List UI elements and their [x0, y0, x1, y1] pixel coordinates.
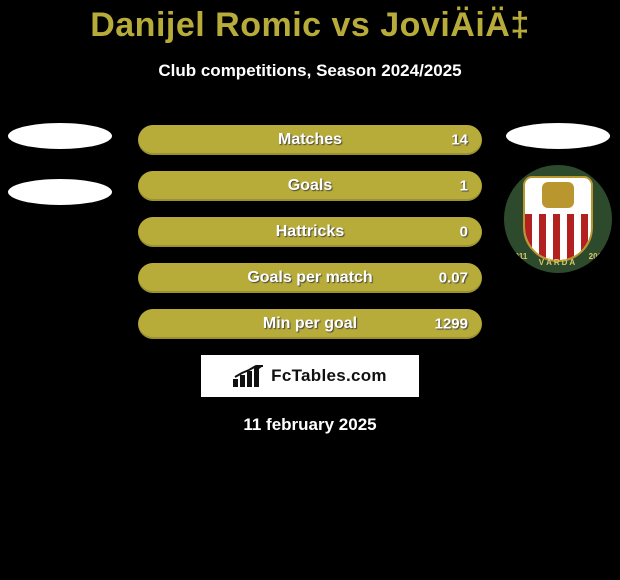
fctables-logo-text: FcTables.com: [271, 366, 387, 386]
stat-row-matches: Matches 14: [138, 125, 482, 155]
page-subtitle: Club competitions, Season 2024/2025: [0, 61, 620, 81]
crest-stripes: [525, 214, 591, 260]
page-title: Danijel Romic vs JoviÄiÄ‡: [0, 0, 620, 45]
stat-value-right: 1299: [435, 316, 468, 333]
stat-value-right: 0.07: [439, 270, 468, 287]
stat-value-right: 1: [460, 178, 468, 195]
chart-up-icon: [233, 365, 265, 387]
stat-row-goals-per-match: Goals per match 0.07: [138, 263, 482, 293]
stat-label: Hattricks: [276, 223, 344, 241]
crest-label: VÁRDA: [504, 258, 612, 267]
stat-label: Goals: [288, 177, 332, 195]
right-ellipse: [506, 123, 610, 149]
stat-label: Min per goal: [263, 315, 357, 333]
left-player-decor: [8, 123, 112, 205]
stat-value-right: 0: [460, 224, 468, 241]
stat-label: Goals per match: [247, 269, 372, 287]
footer-date: 11 february 2025: [0, 415, 620, 435]
stat-label: Matches: [278, 131, 342, 149]
crest-top-emblem: [542, 182, 574, 208]
left-ellipse-2: [8, 179, 112, 205]
comparison-chart: 1911 2011 VÁRDA Matches 14 Goals 1 Hattr…: [0, 125, 620, 339]
right-player-decor: 1911 2011 VÁRDA: [506, 123, 612, 273]
fctables-logo: FcTables.com: [201, 355, 419, 397]
stat-bars: Matches 14 Goals 1 Hattricks 0 Goals per…: [138, 125, 482, 339]
stat-row-goals: Goals 1: [138, 171, 482, 201]
stat-value-right: 14: [451, 132, 468, 149]
stat-row-min-per-goal: Min per goal 1299: [138, 309, 482, 339]
left-ellipse-1: [8, 123, 112, 149]
crest-shield: [523, 176, 593, 262]
stat-row-hattricks: Hattricks 0: [138, 217, 482, 247]
club-crest: 1911 2011 VÁRDA: [504, 165, 612, 273]
